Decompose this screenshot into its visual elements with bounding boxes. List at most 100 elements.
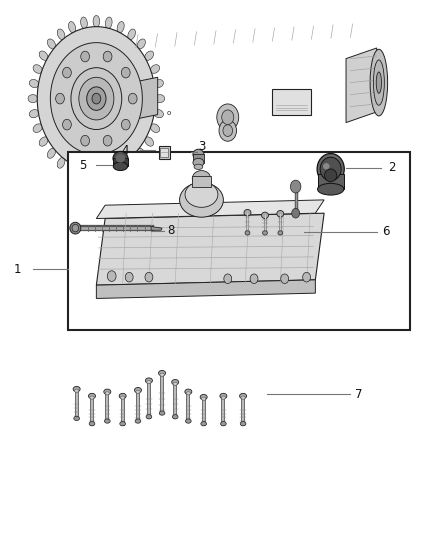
Ellipse shape	[68, 21, 76, 33]
Ellipse shape	[120, 396, 125, 399]
Ellipse shape	[186, 419, 191, 423]
Ellipse shape	[278, 231, 283, 235]
Ellipse shape	[160, 373, 164, 376]
Ellipse shape	[104, 389, 111, 394]
Circle shape	[103, 51, 112, 62]
Circle shape	[81, 51, 89, 62]
Ellipse shape	[93, 15, 99, 27]
Ellipse shape	[240, 422, 246, 426]
Ellipse shape	[201, 397, 206, 400]
Circle shape	[37, 27, 155, 171]
Ellipse shape	[29, 110, 39, 118]
Text: o: o	[166, 110, 171, 116]
Ellipse shape	[105, 419, 110, 423]
Ellipse shape	[220, 422, 226, 426]
Ellipse shape	[146, 415, 152, 419]
Text: 1: 1	[14, 263, 21, 276]
Bar	[9, 11, 429, 181]
Ellipse shape	[128, 158, 135, 168]
Ellipse shape	[373, 60, 385, 106]
Ellipse shape	[241, 396, 245, 399]
Circle shape	[217, 104, 239, 131]
Ellipse shape	[90, 396, 94, 399]
Bar	[193, 154, 204, 163]
Ellipse shape	[317, 154, 344, 184]
Circle shape	[145, 272, 153, 282]
Bar	[318, 174, 344, 189]
Circle shape	[303, 272, 311, 282]
Ellipse shape	[116, 154, 125, 163]
Ellipse shape	[136, 390, 140, 393]
Circle shape	[250, 274, 258, 284]
Bar	[113, 158, 128, 166]
Bar	[159, 146, 170, 159]
Bar	[160, 148, 168, 157]
Ellipse shape	[105, 392, 110, 395]
Circle shape	[63, 67, 71, 78]
Ellipse shape	[29, 79, 39, 87]
Circle shape	[224, 274, 232, 284]
Polygon shape	[346, 48, 377, 123]
Ellipse shape	[106, 17, 112, 29]
Ellipse shape	[81, 168, 87, 180]
Ellipse shape	[263, 231, 267, 235]
Circle shape	[125, 272, 133, 282]
Polygon shape	[151, 227, 162, 230]
Circle shape	[79, 77, 114, 120]
Ellipse shape	[221, 396, 226, 399]
Ellipse shape	[318, 183, 344, 195]
Ellipse shape	[68, 164, 76, 176]
Ellipse shape	[194, 164, 203, 169]
Ellipse shape	[245, 231, 250, 235]
Ellipse shape	[240, 393, 247, 399]
Circle shape	[81, 135, 89, 146]
Circle shape	[56, 93, 64, 104]
Ellipse shape	[150, 64, 160, 74]
Ellipse shape	[192, 171, 211, 187]
Ellipse shape	[57, 158, 65, 168]
Ellipse shape	[201, 422, 207, 426]
Ellipse shape	[150, 124, 160, 133]
Ellipse shape	[159, 370, 166, 376]
Circle shape	[87, 87, 106, 110]
Ellipse shape	[93, 170, 99, 182]
Ellipse shape	[154, 110, 163, 118]
Ellipse shape	[172, 379, 179, 385]
Ellipse shape	[28, 95, 38, 102]
Bar	[272, 89, 311, 115]
Text: 6: 6	[381, 225, 389, 238]
Text: 5: 5	[80, 159, 87, 172]
Ellipse shape	[117, 21, 124, 33]
Ellipse shape	[74, 416, 79, 421]
Circle shape	[92, 93, 101, 104]
Ellipse shape	[376, 72, 381, 93]
Ellipse shape	[47, 39, 56, 49]
Circle shape	[71, 68, 122, 130]
Ellipse shape	[137, 148, 145, 158]
Ellipse shape	[33, 124, 42, 133]
Ellipse shape	[244, 209, 251, 216]
Ellipse shape	[159, 411, 165, 415]
Ellipse shape	[135, 419, 141, 423]
Ellipse shape	[137, 39, 145, 49]
Ellipse shape	[261, 212, 268, 219]
Circle shape	[222, 110, 234, 125]
Circle shape	[290, 180, 301, 193]
Ellipse shape	[323, 163, 330, 169]
Ellipse shape	[320, 157, 341, 181]
Ellipse shape	[74, 389, 79, 392]
Circle shape	[107, 271, 116, 281]
Polygon shape	[123, 37, 359, 133]
Ellipse shape	[370, 50, 388, 116]
Ellipse shape	[106, 168, 112, 180]
Ellipse shape	[180, 182, 223, 217]
Polygon shape	[96, 213, 324, 285]
Ellipse shape	[120, 422, 125, 426]
Polygon shape	[96, 200, 324, 219]
Text: 8: 8	[167, 224, 174, 237]
Ellipse shape	[154, 79, 163, 87]
Circle shape	[103, 135, 112, 146]
Circle shape	[50, 43, 142, 155]
Ellipse shape	[185, 182, 218, 207]
Ellipse shape	[325, 169, 337, 182]
